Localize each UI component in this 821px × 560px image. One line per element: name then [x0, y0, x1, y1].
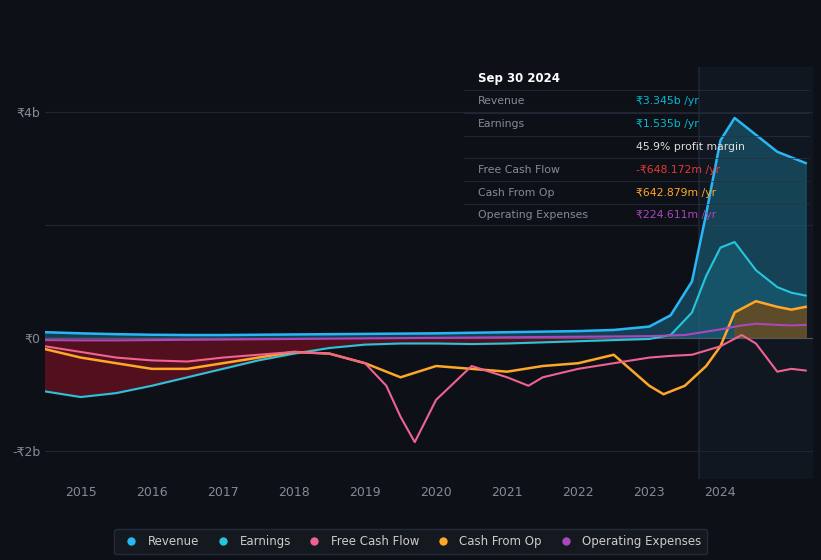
Text: Cash From Op: Cash From Op: [478, 188, 554, 198]
Text: 45.9% profit margin: 45.9% profit margin: [636, 142, 745, 152]
Text: Earnings: Earnings: [478, 119, 525, 129]
Text: Revenue: Revenue: [478, 96, 525, 106]
Text: Sep 30 2024: Sep 30 2024: [478, 72, 560, 85]
Text: -₹648.172m /yr: -₹648.172m /yr: [636, 165, 720, 175]
Text: Free Cash Flow: Free Cash Flow: [478, 165, 560, 175]
Text: ₹1.535b /yr: ₹1.535b /yr: [636, 119, 699, 129]
Text: ₹3.345b /yr: ₹3.345b /yr: [636, 96, 699, 106]
Legend: Revenue, Earnings, Free Cash Flow, Cash From Op, Operating Expenses: Revenue, Earnings, Free Cash Flow, Cash …: [114, 529, 707, 554]
Text: ₹224.611m /yr: ₹224.611m /yr: [636, 211, 717, 221]
Text: ₹642.879m /yr: ₹642.879m /yr: [636, 188, 717, 198]
Bar: [699, 67, 813, 479]
Text: Operating Expenses: Operating Expenses: [478, 211, 588, 221]
